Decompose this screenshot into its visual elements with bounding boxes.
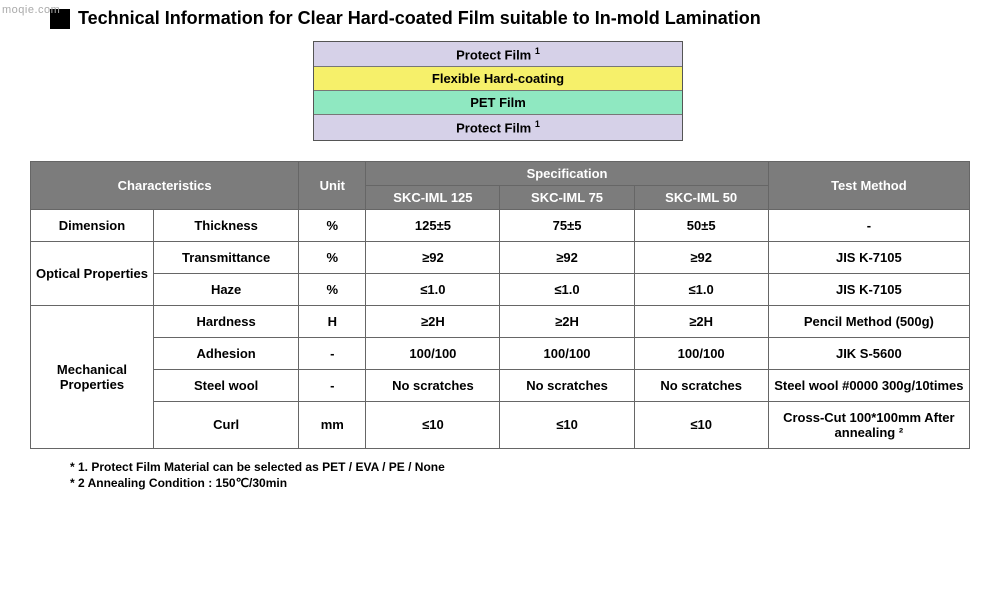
- unit-cell: %: [299, 273, 366, 305]
- value-cell: ≥92: [500, 241, 634, 273]
- table-header: SKC-IML 75: [500, 185, 634, 209]
- value-cell: ≤10: [634, 401, 768, 448]
- category-cell: Dimension: [31, 209, 154, 241]
- unit-cell: mm: [299, 401, 366, 448]
- property-cell: Adhesion: [153, 337, 298, 369]
- value-cell: ≤10: [366, 401, 500, 448]
- layer-row: Flexible Hard-coating: [314, 67, 682, 91]
- value-cell: ≥92: [366, 241, 500, 273]
- property-cell: Transmittance: [153, 241, 298, 273]
- table-row: Steel wool-No scratchesNo scratchesNo sc…: [31, 369, 970, 401]
- table-header: Test Method: [768, 161, 969, 209]
- test-method-cell: Steel wool #0000 300g/10times: [768, 369, 969, 401]
- unit-cell: -: [299, 337, 366, 369]
- watermark-text: moqie.com: [2, 4, 60, 16]
- table-header: Characteristics: [31, 161, 299, 209]
- value-cell: ≥2H: [634, 305, 768, 337]
- category-cell: Mechanical Properties: [31, 305, 154, 448]
- value-cell: 100/100: [366, 337, 500, 369]
- layer-row: Protect Film 1: [314, 115, 682, 139]
- value-cell: 50±5: [634, 209, 768, 241]
- test-method-cell: -: [768, 209, 969, 241]
- category-cell: Optical Properties: [31, 241, 154, 305]
- value-cell: ≤1.0: [500, 273, 634, 305]
- value-cell: ≥92: [634, 241, 768, 273]
- value-cell: ≤10: [500, 401, 634, 448]
- property-cell: Haze: [153, 273, 298, 305]
- value-cell: ≥2H: [500, 305, 634, 337]
- layer-row: PET Film: [314, 91, 682, 115]
- test-method-cell: JIS K-7105: [768, 273, 969, 305]
- page-title: Technical Information for Clear Hard-coa…: [78, 8, 761, 29]
- value-cell: 125±5: [366, 209, 500, 241]
- table-row: Adhesion-100/100100/100100/100JIK S-5600: [31, 337, 970, 369]
- table-row: Haze%≤1.0≤1.0≤1.0JIS K-7105: [31, 273, 970, 305]
- test-method-cell: JIS K-7105: [768, 241, 969, 273]
- layer-diagram: Protect Film 1Flexible Hard-coatingPET F…: [313, 41, 683, 141]
- unit-cell: %: [299, 209, 366, 241]
- table-header: Unit: [299, 161, 366, 209]
- test-method-cell: JIK S-5600: [768, 337, 969, 369]
- value-cell: No scratches: [366, 369, 500, 401]
- unit-cell: -: [299, 369, 366, 401]
- heading-row: Technical Information for Clear Hard-coa…: [50, 8, 966, 29]
- footnote-line: * 1. Protect Film Material can be select…: [70, 459, 966, 476]
- value-cell: 100/100: [634, 337, 768, 369]
- value-cell: 75±5: [500, 209, 634, 241]
- value-cell: ≤1.0: [634, 273, 768, 305]
- table-row: DimensionThickness%125±575±550±5-: [31, 209, 970, 241]
- value-cell: 100/100: [500, 337, 634, 369]
- table-header: Specification: [366, 161, 768, 185]
- table-row: Mechanical PropertiesHardnessH≥2H≥2H≥2HP…: [31, 305, 970, 337]
- test-method-cell: Pencil Method (500g): [768, 305, 969, 337]
- table-row: Curlmm≤10≤10≤10Cross-Cut 100*100mm After…: [31, 401, 970, 448]
- unit-cell: H: [299, 305, 366, 337]
- page-container: Technical Information for Clear Hard-coa…: [0, 0, 996, 492]
- property-cell: Hardness: [153, 305, 298, 337]
- value-cell: No scratches: [500, 369, 634, 401]
- table-header: SKC-IML 125: [366, 185, 500, 209]
- layer-row: Protect Film 1: [314, 42, 682, 67]
- property-cell: Curl: [153, 401, 298, 448]
- value-cell: ≤1.0: [366, 273, 500, 305]
- unit-cell: %: [299, 241, 366, 273]
- test-method-cell: Cross-Cut 100*100mm After annealing ²: [768, 401, 969, 448]
- specification-table: CharacteristicsUnitSpecificationTest Met…: [30, 161, 970, 449]
- value-cell: ≥2H: [366, 305, 500, 337]
- footnote-line: * 2 Annealing Condition : 150℃/30min: [70, 475, 966, 492]
- property-cell: Steel wool: [153, 369, 298, 401]
- value-cell: No scratches: [634, 369, 768, 401]
- footnotes: * 1. Protect Film Material can be select…: [70, 459, 966, 493]
- table-row: Optical PropertiesTransmittance%≥92≥92≥9…: [31, 241, 970, 273]
- property-cell: Thickness: [153, 209, 298, 241]
- table-header: SKC-IML 50: [634, 185, 768, 209]
